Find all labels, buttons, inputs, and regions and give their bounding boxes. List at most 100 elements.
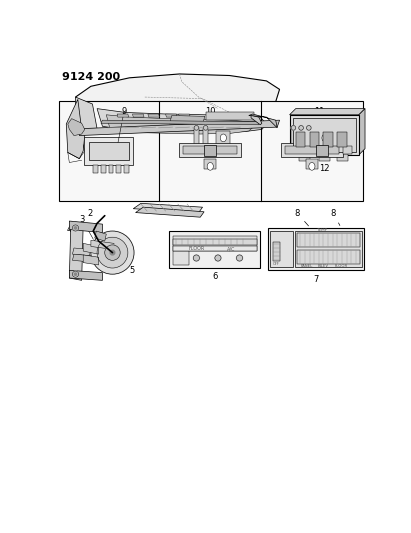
Circle shape [74, 273, 77, 276]
Bar [180, 143, 241, 157]
Polygon shape [78, 99, 279, 134]
Text: A/C: A/C [227, 246, 235, 251]
Polygon shape [106, 115, 254, 134]
Bar [272, 242, 280, 261]
Circle shape [74, 227, 77, 229]
Bar [319, 154, 330, 161]
Bar [295, 231, 362, 267]
Bar [296, 132, 305, 147]
Bar [307, 128, 311, 145]
Polygon shape [76, 97, 97, 130]
Polygon shape [72, 254, 91, 262]
Polygon shape [69, 270, 102, 280]
Polygon shape [179, 114, 190, 117]
Text: PANEL: PANEL [300, 264, 313, 268]
Polygon shape [148, 114, 159, 117]
Circle shape [203, 126, 208, 130]
Text: FLOOR: FLOOR [335, 264, 348, 268]
Text: 8: 8 [295, 208, 309, 226]
Bar [183, 147, 237, 154]
Bar [299, 128, 303, 145]
Bar [203, 128, 208, 145]
Circle shape [97, 237, 128, 268]
Bar [89, 142, 129, 160]
Text: 10: 10 [205, 107, 215, 116]
Polygon shape [249, 114, 277, 128]
Bar [84, 137, 133, 165]
Bar [337, 132, 346, 147]
Bar [204, 145, 217, 156]
Bar [297, 251, 360, 264]
Bar [290, 115, 359, 155]
Bar [285, 147, 339, 154]
Polygon shape [69, 222, 83, 280]
Bar [204, 159, 217, 169]
Polygon shape [91, 240, 114, 249]
Bar [169, 231, 260, 268]
Polygon shape [69, 221, 102, 232]
Ellipse shape [309, 163, 315, 170]
Text: FLOOR: FLOOR [188, 246, 205, 251]
Text: 12: 12 [319, 164, 330, 173]
Circle shape [91, 231, 134, 274]
Bar [323, 132, 332, 147]
Bar [293, 118, 356, 152]
Bar [58, 101, 363, 201]
Text: OFF: OFF [273, 262, 280, 266]
Polygon shape [68, 119, 85, 135]
Bar [109, 165, 113, 173]
Polygon shape [95, 231, 106, 241]
Polygon shape [83, 255, 99, 265]
Text: 9: 9 [121, 107, 127, 116]
Bar [124, 165, 129, 173]
Bar [206, 112, 254, 120]
Polygon shape [132, 114, 144, 117]
Bar [316, 145, 328, 156]
Polygon shape [76, 74, 279, 111]
Bar [281, 143, 343, 157]
Circle shape [194, 126, 199, 130]
Polygon shape [166, 114, 177, 117]
Ellipse shape [207, 163, 213, 170]
Bar [173, 251, 189, 265]
Bar [297, 233, 360, 247]
Bar [93, 165, 98, 173]
Bar [173, 236, 257, 251]
Bar [318, 131, 332, 145]
Circle shape [193, 255, 199, 261]
Bar [337, 154, 348, 161]
Polygon shape [359, 109, 365, 155]
Text: 3: 3 [79, 215, 93, 239]
Polygon shape [83, 244, 99, 254]
Ellipse shape [322, 134, 328, 142]
Polygon shape [251, 116, 262, 125]
Bar [268, 228, 364, 270]
Text: 4: 4 [66, 225, 82, 247]
Bar [101, 165, 106, 173]
Text: 6: 6 [212, 272, 217, 281]
Polygon shape [169, 116, 205, 124]
Polygon shape [101, 120, 260, 125]
Circle shape [236, 255, 242, 261]
Polygon shape [79, 120, 279, 135]
Text: BILEV: BILEV [318, 264, 329, 268]
Polygon shape [66, 99, 85, 159]
Circle shape [110, 251, 115, 255]
Circle shape [72, 271, 79, 277]
Bar [194, 128, 199, 145]
Text: 2: 2 [87, 209, 99, 233]
Text: TEMP: TEMP [316, 228, 328, 231]
Bar [309, 132, 319, 147]
Polygon shape [133, 203, 203, 213]
Polygon shape [97, 109, 266, 133]
Text: 9124 200: 9124 200 [62, 71, 120, 82]
Bar [306, 159, 318, 169]
Circle shape [215, 255, 221, 261]
Bar [291, 128, 296, 145]
Text: 1: 1 [296, 126, 302, 135]
Polygon shape [117, 114, 129, 117]
Circle shape [291, 126, 296, 130]
Circle shape [299, 126, 303, 130]
Polygon shape [136, 207, 204, 217]
Circle shape [307, 126, 311, 130]
